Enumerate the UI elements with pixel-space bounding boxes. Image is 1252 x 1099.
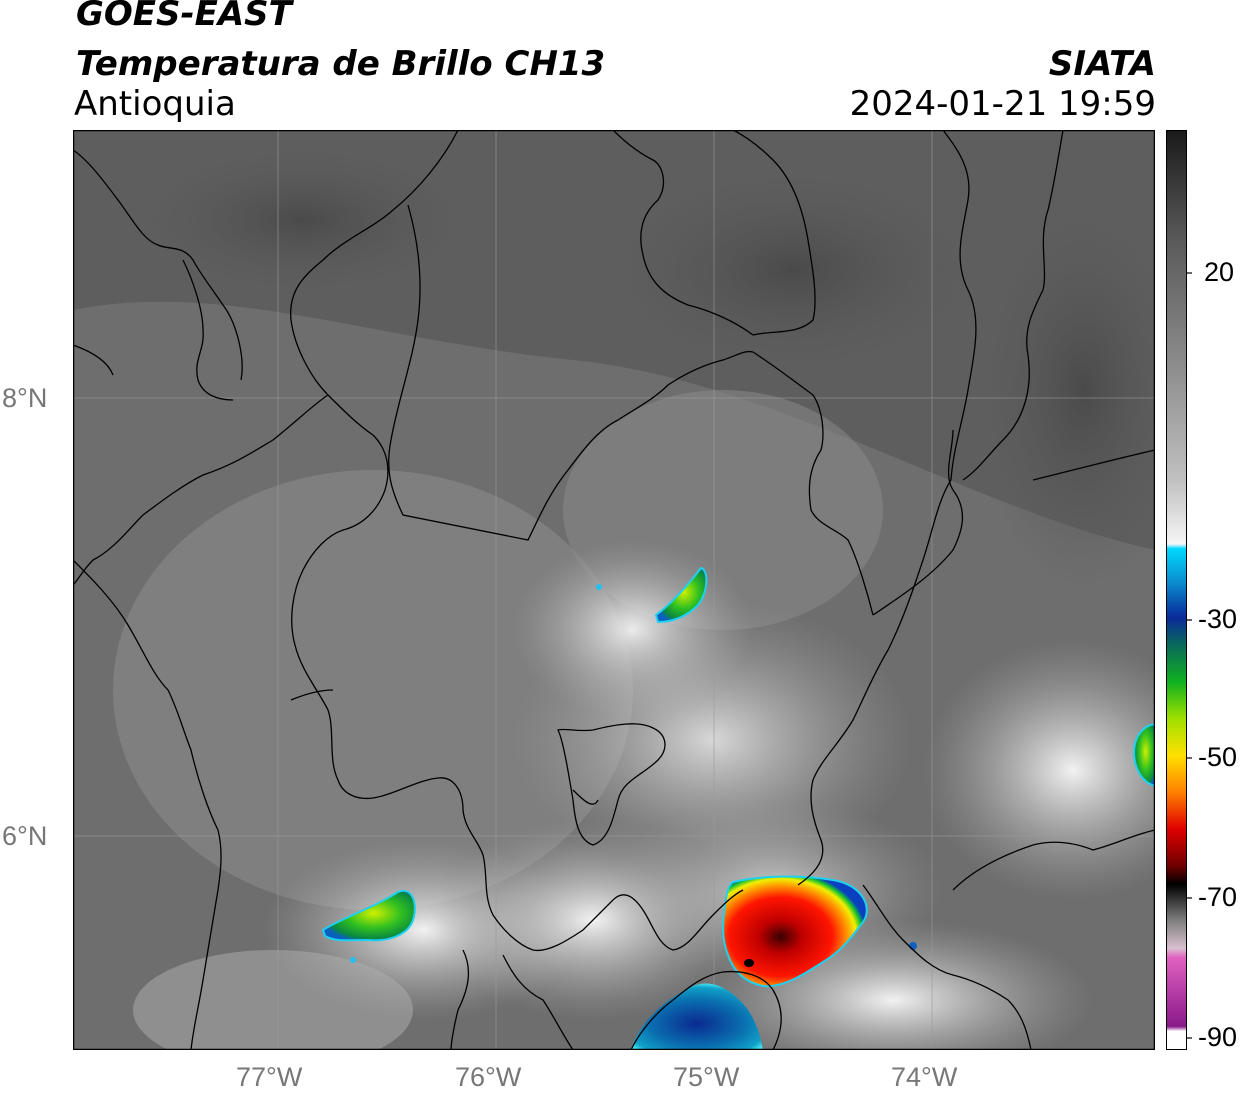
storm-cell-north	[654, 566, 708, 624]
colorbar-tick-minus90: -90	[1198, 1022, 1238, 1052]
storm-cell-south	[631, 983, 763, 1050]
storm-cell-large	[722, 875, 868, 988]
political-boundaries	[73, 130, 1155, 1050]
agency-label: SIATA	[1048, 44, 1156, 84]
lat-label-6n: 6°N	[2, 821, 48, 851]
lon-label-74w: 74°W	[891, 1062, 958, 1092]
colorbar-tick-minus70: -70	[1198, 882, 1238, 912]
colorbar-tick-minus50: -50	[1198, 742, 1238, 772]
lat-label-8n: 8°N	[2, 383, 48, 413]
storm-cell-west	[321, 889, 416, 942]
colorbar-tick-20: 20	[1204, 257, 1235, 287]
region-label: Antioquia	[74, 84, 236, 124]
satellite-title: GOES-EAST	[76, 0, 292, 34]
colorbar-tick-minus30: -30	[1198, 604, 1238, 634]
lon-label-75w: 75°W	[673, 1062, 740, 1092]
lon-label-76w: 76°W	[455, 1062, 522, 1092]
lon-label-77w: 77°W	[236, 1062, 303, 1092]
colorbar	[1166, 130, 1192, 1050]
satellite-map	[73, 130, 1155, 1050]
datetime-label: 2024-01-21 19:59	[849, 84, 1156, 124]
graticule	[73, 130, 1155, 1050]
product-title: Temperatura de Brillo CH13	[76, 44, 606, 84]
storm-cell-east	[1133, 722, 1155, 788]
